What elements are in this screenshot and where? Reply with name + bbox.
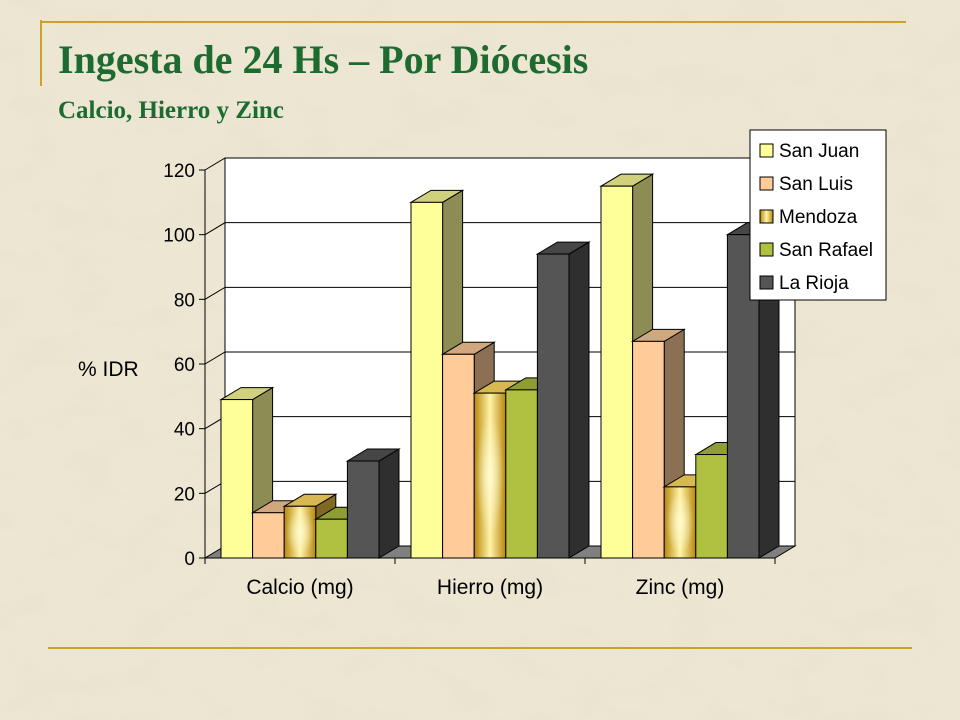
- top-left-accent-rule: [40, 20, 42, 86]
- y-axis: 0 20 40 60 80 100 120: [163, 161, 206, 570]
- bar-front: [252, 512, 285, 559]
- y-tick-label: 120: [163, 161, 195, 182]
- legend-item: La Rioja: [759, 273, 849, 294]
- legend-label: San Luis: [779, 174, 853, 195]
- legend-item: San Juan: [759, 141, 859, 162]
- y-tick-label: 80: [174, 290, 195, 311]
- bar-front: [505, 389, 538, 559]
- top-accent-rule: [40, 21, 906, 23]
- bar-front: [220, 399, 254, 559]
- bottom-accent-rule: [48, 647, 912, 649]
- bar: [725, 221, 781, 559]
- y-tick-label: 0: [184, 549, 195, 570]
- bar-highlight: [665, 490, 695, 555]
- bar-front: [410, 201, 444, 559]
- x-tick-label: Hierro (mg): [437, 576, 543, 599]
- bar-front: [600, 185, 634, 559]
- slide-subtitle: Calcio, Hierro y Zinc: [58, 97, 284, 124]
- bar-front: [695, 454, 728, 559]
- legend-label: San Juan: [779, 141, 859, 162]
- legend-label: Mendoza: [779, 207, 858, 228]
- legend-swatch: [759, 176, 774, 191]
- y-tick-label: 60: [174, 355, 195, 376]
- legend-label: San Rafael: [779, 240, 873, 261]
- legend-swatch: [759, 209, 774, 224]
- bar-side: [568, 241, 590, 559]
- grid-line: [204, 157, 795, 171]
- bar: [535, 241, 591, 559]
- bar-side: [378, 448, 400, 559]
- bar-front: [315, 518, 348, 559]
- x-tick-label: Zinc (mg): [636, 576, 725, 599]
- bar: [345, 448, 401, 559]
- legend-item: San Luis: [759, 174, 853, 195]
- bar-front: [346, 460, 380, 559]
- legend-swatch: [759, 275, 774, 290]
- bar: [282, 493, 338, 559]
- bar-front: [632, 340, 665, 559]
- slide-title: Ingesta de 24 Hs – Por Diócesis: [58, 37, 589, 82]
- y-tick-label: 100: [163, 226, 195, 247]
- legend-swatch: [759, 242, 774, 257]
- bar-highlight: [475, 415, 505, 536]
- bar-front: [442, 353, 475, 559]
- x-tick-label: Calcio (mg): [246, 576, 353, 599]
- bar-front: [536, 253, 570, 559]
- legend-swatch: [759, 143, 774, 158]
- y-tick-label: 20: [174, 484, 195, 505]
- bar-series: [219, 173, 781, 559]
- y-tick-label: 40: [174, 420, 195, 441]
- legend-item: Mendoza: [759, 207, 858, 228]
- y-axis-label: % IDR: [78, 358, 139, 381]
- legend-label: La Rioja: [779, 273, 849, 294]
- bar-highlight: [285, 508, 315, 556]
- legend-item: San Rafael: [759, 240, 873, 261]
- x-axis: Calcio (mg) Hierro (mg) Zinc (mg): [204, 557, 776, 599]
- legend: San Juan San Luis Mendoza San Rafael La Rioj…: [749, 129, 887, 301]
